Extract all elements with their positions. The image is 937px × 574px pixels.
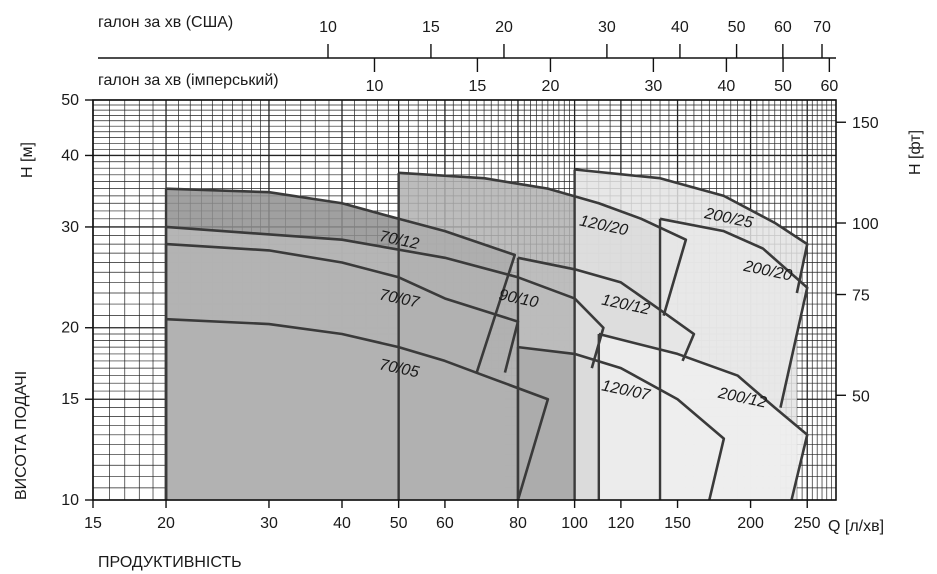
us-gpm-tick-label: 20 — [495, 19, 513, 36]
pump-curve-200-12 — [598, 332, 809, 501]
x-tick-label: 40 — [333, 515, 351, 532]
imp-gpm-axis-title: галон за хв (імперський) — [98, 72, 279, 89]
us-gpm-tick-label: 15 — [422, 19, 440, 36]
x-axis-title: Q [л/хв] — [828, 518, 884, 535]
pump-curve-200-25 — [574, 168, 809, 294]
imp-gpm-tick-label: 50 — [774, 78, 792, 95]
ft-tick-label: 75 — [852, 288, 870, 305]
us-gpm-tick-label: 30 — [598, 19, 616, 36]
imp-gpm-tick-label: 60 — [820, 78, 838, 95]
x-tick-label: 100 — [561, 515, 588, 532]
plot-frame — [92, 99, 837, 501]
x-tick-label: 200 — [737, 515, 764, 532]
pump-curve-120-20 — [398, 171, 688, 316]
x-tick-label: 20 — [157, 515, 175, 532]
side-label: ВИСОТА ПОДАЧІ — [13, 371, 30, 500]
imp-gpm-tick-label: 40 — [718, 78, 736, 95]
x-tick-label: 80 — [509, 515, 527, 532]
y-tick-label: 20 — [61, 320, 79, 337]
x-tick-label: 120 — [608, 515, 635, 532]
imp-gpm-tick-label: 30 — [644, 78, 662, 95]
us-gpm-tick-label: 10 — [319, 19, 337, 36]
x-tick-label: 250 — [794, 515, 821, 532]
y-axis-title: H [м] — [19, 142, 36, 178]
pump-curve-200-20 — [659, 217, 809, 408]
us-gpm-tick-label: 60 — [774, 19, 792, 36]
pump-area-200-12 — [598, 334, 808, 500]
x-tick-label: 15 — [84, 515, 102, 532]
pump-areas — [166, 169, 808, 501]
us-gpm-axis-title: галон за хв (США) — [98, 14, 233, 31]
y-tick-label: 50 — [61, 92, 79, 109]
imp-gpm-tick-label: 20 — [542, 78, 560, 95]
pump-curves — [164, 168, 809, 501]
ft-tick-label: 100 — [852, 216, 879, 233]
x-tick-label: 50 — [390, 515, 408, 532]
bottom-label: ПРОДУКТИВНІСТЬ — [98, 554, 242, 571]
x-tick-label: 60 — [436, 515, 454, 532]
y2-axis-title: H [фт] — [907, 130, 924, 175]
us-gpm-tick-label: 40 — [671, 19, 689, 36]
imp-gpm-tick-label: 10 — [366, 78, 384, 95]
ft-tick-label: 150 — [852, 115, 879, 132]
us-gpm-tick-label: 50 — [728, 19, 746, 36]
pump-curve-120-07 — [517, 345, 726, 501]
pump-curve-120-12 — [517, 256, 696, 362]
ft-tick-label: 50 — [852, 388, 870, 405]
pump-curve-70-05 — [165, 317, 550, 501]
curve-labels: 70/1270/0770/0590/10120/20120/12120/0720… — [378, 205, 794, 412]
imp-gpm-tick-label: 15 — [469, 78, 487, 95]
y-tick-label: 30 — [61, 219, 79, 236]
x-tick-label: 30 — [260, 515, 278, 532]
us-gpm-tick-label: 70 — [813, 19, 831, 36]
y-tick-label: 15 — [61, 391, 79, 408]
y-tick-label: 40 — [61, 147, 79, 164]
x-tick-label: 150 — [664, 515, 691, 532]
y-tick-label: 10 — [61, 492, 79, 509]
axes: 15 20 30 40 50 60 80 100 120 150 200 250 10 15 20 30 40 5… — [61, 19, 879, 532]
